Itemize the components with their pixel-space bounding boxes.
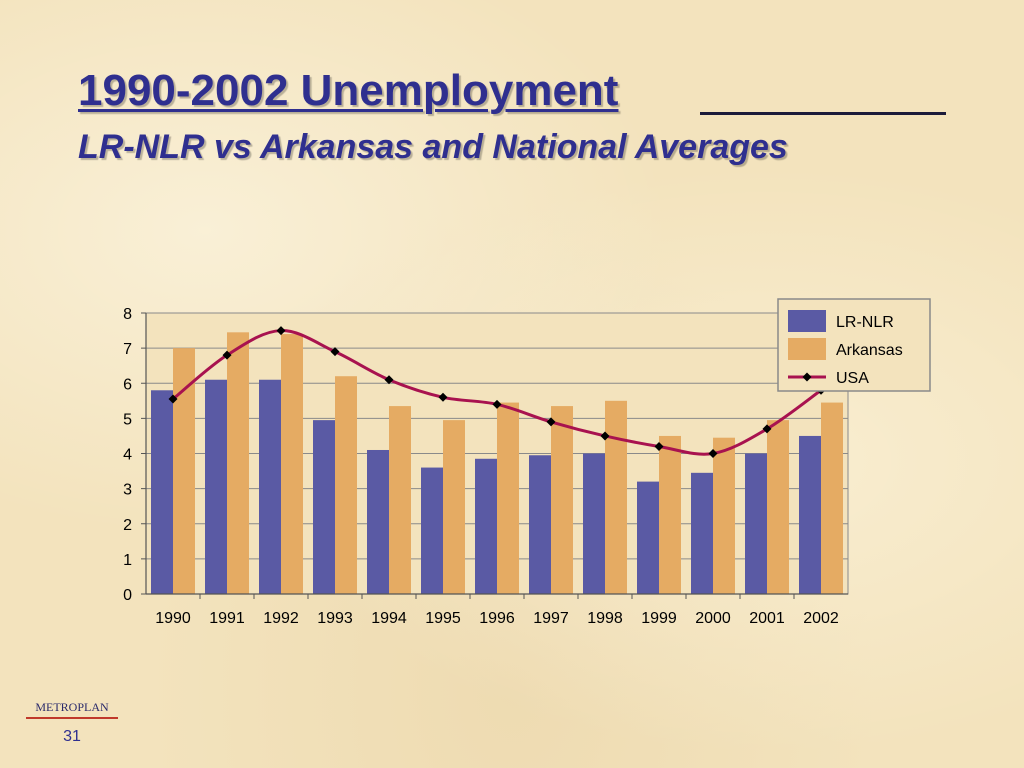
y-tick-label: 4	[123, 447, 132, 464]
bar-layer	[151, 332, 843, 594]
bar-arkansas-1990	[173, 348, 195, 594]
bar-arkansas-1999	[659, 435, 681, 594]
x-tick-label: 1999	[641, 610, 677, 627]
bar-lr-nlr-1997	[529, 455, 551, 594]
usa-point-2001	[762, 424, 772, 434]
usa-point-1996	[492, 399, 502, 409]
usa-point-2000	[708, 449, 718, 458]
usa-point-1990	[168, 394, 178, 404]
bar-lr-nlr-1991	[205, 379, 227, 594]
usa-point-1994	[384, 375, 394, 385]
bar-lr-nlr-1995	[421, 467, 443, 594]
x-tick-label: 2000	[695, 610, 731, 627]
bar-arkansas-1992	[281, 334, 303, 594]
bar-lr-nlr-1990	[151, 390, 173, 594]
bar-lr-nlr-1998	[583, 453, 605, 594]
brand-logo-text: METROPLAN	[26, 700, 118, 719]
x-tick-label: 1997	[533, 610, 569, 627]
page-subtitle: LR-NLR vs Arkansas and National Averages	[78, 128, 788, 166]
x-tick-label: 2001	[749, 610, 785, 627]
usa-point-1998	[600, 431, 610, 441]
legend-label-usa: USA	[836, 370, 869, 387]
x-tick-label: 1995	[425, 610, 461, 627]
legend-swatch-lr-nlr	[788, 310, 826, 332]
usa-point-1997	[546, 417, 556, 427]
x-tick-label: 2002	[803, 610, 839, 627]
y-tick-label: 0	[123, 587, 132, 604]
legend-swatch-arkansas	[788, 338, 826, 360]
page-title: 1990-2002 Unemployment	[78, 66, 619, 115]
bar-arkansas-2001	[767, 420, 789, 594]
legend: LR-NLR Arkansas USA	[777, 298, 931, 392]
bar-lr-nlr-1993	[313, 420, 335, 594]
y-tick-label: 3	[123, 482, 132, 499]
x-tick-label: 1990	[155, 610, 191, 627]
bar-lr-nlr-1999	[637, 481, 659, 594]
x-tick-label: 1994	[371, 610, 407, 627]
legend-label-lr-nlr: LR-NLR	[836, 314, 894, 331]
bar-lr-nlr-2002	[799, 435, 821, 594]
axes: 0 1 2 3 4 5 6 7 8 1990 1991 1992 1993 1994 1995 1996 199…	[123, 306, 848, 627]
y-tick-label: 2	[123, 517, 132, 534]
usa-point-1993	[330, 347, 340, 357]
bar-arkansas-1997	[551, 406, 573, 594]
bar-lr-nlr-2000	[691, 472, 713, 594]
y-tick-label: 7	[123, 341, 132, 358]
usa-point-1992	[276, 326, 286, 336]
bar-lr-nlr-1994	[367, 449, 389, 594]
bar-arkansas-1996	[497, 402, 519, 594]
x-tick-label: 1991	[209, 610, 245, 627]
x-tick-label: 1993	[317, 610, 353, 627]
bar-arkansas-1991	[227, 332, 249, 594]
bar-arkansas-1993	[335, 376, 357, 594]
bar-arkansas-1998	[605, 400, 627, 594]
x-tick-label: 1998	[587, 610, 623, 627]
x-tick-label: 1992	[263, 610, 299, 627]
usa-point-1995	[438, 392, 448, 402]
bar-arkansas-1994	[389, 406, 411, 594]
bar-lr-nlr-1996	[475, 458, 497, 594]
legend-marker-usa	[802, 372, 812, 382]
x-tick-label: 1996	[479, 610, 515, 627]
usa-point-1999	[654, 441, 664, 451]
y-tick-label: 6	[123, 376, 132, 393]
bar-lr-nlr-1992	[259, 379, 281, 594]
page-number: 31	[63, 728, 81, 745]
legend-label-arkansas: Arkansas	[836, 342, 903, 359]
y-tick-label: 1	[123, 552, 132, 569]
bar-arkansas-2002	[821, 402, 843, 594]
y-tick-label: 8	[123, 306, 132, 323]
bar-arkansas-1995	[443, 420, 465, 594]
bar-arkansas-2000	[713, 437, 735, 594]
usa-point-1991	[222, 350, 232, 360]
title-rule	[700, 112, 946, 115]
y-tick-label: 5	[123, 411, 132, 428]
bar-lr-nlr-2001	[745, 453, 767, 594]
